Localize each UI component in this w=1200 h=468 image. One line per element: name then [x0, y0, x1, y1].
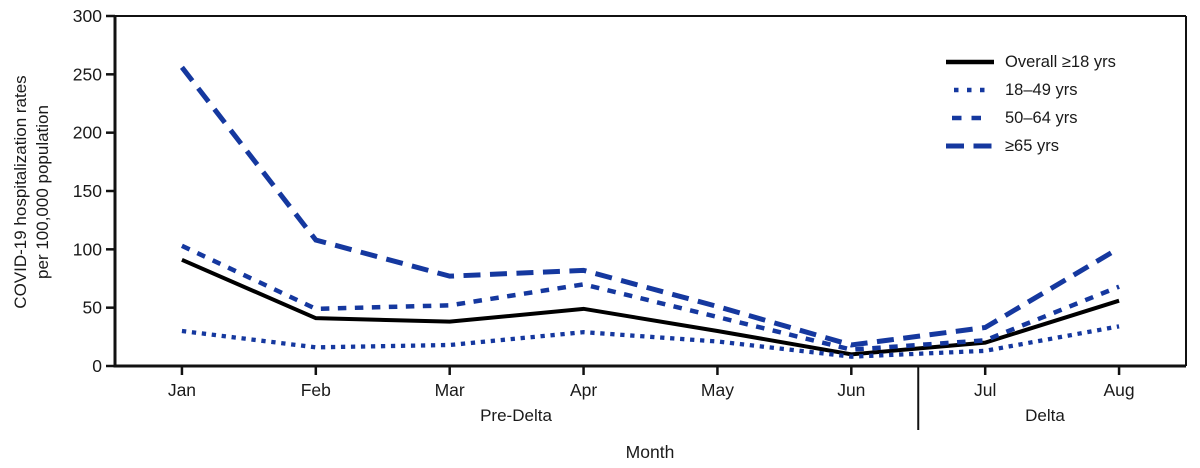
- y-axis-title: COVID-19 hospitalization rates per 100,0…: [10, 22, 56, 362]
- legend-item-overall: Overall ≥18 yrs: [946, 48, 1116, 76]
- legend-item-65-plus: ≥65 yrs: [946, 132, 1116, 160]
- legend-item-18-49: 18–49 yrs: [946, 76, 1116, 104]
- x-tick-label: Mar: [435, 380, 465, 400]
- y-tick-label: 0: [92, 356, 102, 376]
- x-tick-label: Feb: [301, 380, 331, 400]
- legend-item-50-64: 50–64 yrs: [946, 104, 1116, 132]
- y-tick-label: 250: [73, 64, 102, 84]
- y-axis-title-line1: COVID-19 hospitalization rates: [11, 75, 30, 309]
- legend-swatch-short-dash-line: [952, 115, 990, 121]
- legend-label: 50–64 yrs: [1005, 108, 1078, 127]
- legend-label: ≥65 yrs: [1005, 136, 1059, 155]
- y-tick-label: 300: [73, 6, 102, 26]
- series-line-1: [181, 324, 1120, 359]
- period-label-pre-delta: Pre-Delta: [480, 406, 552, 425]
- y-axis-title-line2: per 100,000 population: [33, 105, 52, 279]
- y-tick-label: 50: [83, 298, 103, 318]
- y-tick-label: 200: [73, 123, 102, 143]
- x-tick-label: Apr: [570, 380, 597, 400]
- x-tick-label: Jan: [168, 380, 196, 400]
- y-tick-label: 150: [73, 181, 102, 201]
- x-tick-label: May: [701, 380, 734, 400]
- legend-label: Overall ≥18 yrs: [1005, 52, 1116, 71]
- series-line-0: [181, 257, 1120, 357]
- legend-swatch-dotted-line: [954, 87, 987, 93]
- legend-label: 18–49 yrs: [1005, 80, 1078, 99]
- y-tick-label: 100: [73, 239, 102, 259]
- legend-swatch-solid-line: [946, 59, 994, 65]
- series-line-2: [180, 243, 1120, 352]
- x-tick-label: Jul: [974, 380, 996, 400]
- x-tick-label: Jun: [837, 380, 865, 400]
- period-label-delta: Delta: [1025, 406, 1065, 425]
- legend-swatch-long-dash-line: [946, 143, 993, 149]
- legend: Overall ≥18 yrs 18–49 yrs 50–64 yrs ≥65 …: [946, 48, 1116, 160]
- series-line-3: [179, 65, 1121, 348]
- x-tick-label: Aug: [1103, 380, 1134, 400]
- x-axis-title: Month: [625, 442, 675, 462]
